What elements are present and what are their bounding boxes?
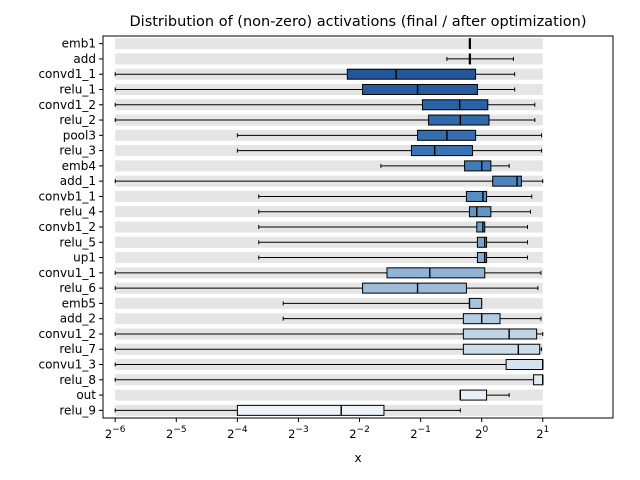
iqr-box-convu1_1 bbox=[386, 267, 486, 279]
box-relu_1 bbox=[114, 83, 516, 95]
iqr-box-add_1 bbox=[492, 175, 522, 187]
xtick-label--5: 2−5 bbox=[166, 425, 187, 441]
iqr-box-relu_1 bbox=[362, 83, 478, 95]
box-out bbox=[459, 389, 510, 401]
box-emb5 bbox=[282, 297, 483, 309]
iqr-box-relu_7 bbox=[462, 343, 541, 355]
box-add_2 bbox=[282, 313, 542, 325]
box-relu_8 bbox=[114, 374, 544, 386]
iqr-box-convd1_1 bbox=[346, 68, 477, 80]
box-convu1_1 bbox=[114, 267, 542, 279]
box-relu_6 bbox=[114, 282, 539, 294]
plot-frame bbox=[102, 35, 614, 419]
x-axis-ticks: 2−6 2−5 2−4 2−3 2−2 2−1 20 21 bbox=[105, 418, 549, 441]
box-add_1 bbox=[114, 175, 544, 187]
xtick-label--2: 2−2 bbox=[349, 425, 370, 441]
iqr-box-relu_2 bbox=[428, 114, 490, 126]
box-relu_7 bbox=[114, 343, 543, 355]
iqr-box-emb5 bbox=[468, 297, 483, 309]
iqr-box-relu_8 bbox=[533, 374, 544, 386]
ylabel-emb4: emb4 bbox=[62, 159, 96, 173]
ylabel-convu1_2: convu1_2 bbox=[38, 327, 96, 341]
iqr-box-out bbox=[459, 389, 488, 401]
box-add bbox=[446, 53, 514, 65]
xtick-label--6: 2−6 bbox=[105, 425, 126, 441]
box-relu_4 bbox=[258, 206, 532, 218]
box-relu_2 bbox=[114, 114, 536, 126]
xtick-label--3: 2−3 bbox=[288, 425, 309, 441]
iqr-box-up1 bbox=[476, 252, 488, 264]
box-convb1_2 bbox=[258, 221, 528, 233]
iqr-box-emb4 bbox=[464, 160, 492, 172]
x-axis-label: x bbox=[354, 451, 361, 465]
box-relu_3 bbox=[236, 145, 543, 157]
xtick-label-0: 20 bbox=[475, 425, 488, 441]
ylabel-pool3: pool3 bbox=[63, 128, 96, 142]
box-convd1_2 bbox=[114, 99, 536, 111]
box-relu_5 bbox=[258, 236, 528, 248]
iqr-box-convb1_2 bbox=[476, 221, 486, 233]
chart-title: Distribution of (non-zero) activations (… bbox=[130, 14, 587, 30]
ylabel-relu_1: relu_1 bbox=[59, 82, 96, 96]
iqr-box-convu1_3 bbox=[505, 359, 544, 371]
ylabel-emb5: emb5 bbox=[62, 296, 96, 310]
iqr-box-relu_3 bbox=[410, 145, 474, 157]
ylabel-relu_7: relu_7 bbox=[59, 342, 96, 356]
iqr-box-relu_9 bbox=[236, 404, 385, 416]
iqr-box-convu1_2 bbox=[462, 328, 538, 340]
ylabel-emb1: emb1 bbox=[62, 37, 96, 51]
box-pool3 bbox=[236, 129, 543, 141]
xtick-label-1: 21 bbox=[536, 425, 549, 441]
row-band-out bbox=[115, 389, 543, 401]
iqr-box-convb1_1 bbox=[465, 190, 488, 202]
box-convu1_2 bbox=[114, 328, 544, 340]
box-series bbox=[114, 38, 544, 416]
ylabel-convd1_2: convd1_2 bbox=[38, 98, 96, 112]
row-band-emb1 bbox=[115, 38, 543, 50]
ylabel-convb1_2: convb1_2 bbox=[38, 220, 96, 234]
box-relu_9 bbox=[114, 404, 461, 416]
iqr-box-relu_4 bbox=[468, 206, 492, 218]
ylabel-up1: up1 bbox=[73, 251, 96, 265]
ylabel-convu1_3: convu1_3 bbox=[38, 358, 96, 372]
ylabel-convu1_1: convu1_1 bbox=[38, 266, 96, 280]
xtick-label--1: 2−1 bbox=[410, 425, 431, 441]
ylabel-convb1_1: convb1_1 bbox=[38, 189, 96, 203]
ylabel-add_1: add_1 bbox=[60, 174, 96, 188]
box-convd1_1 bbox=[114, 68, 516, 80]
row-band-add bbox=[115, 53, 543, 65]
ylabel-convd1_1: convd1_1 bbox=[38, 67, 96, 81]
iqr-box-convd1_2 bbox=[421, 99, 489, 111]
box-convb1_1 bbox=[258, 190, 533, 202]
iqr-box-relu_5 bbox=[476, 236, 488, 248]
ylabel-relu_2: relu_2 bbox=[59, 113, 96, 127]
ylabel-out: out bbox=[76, 388, 96, 402]
ylabel-relu_9: relu_9 bbox=[59, 403, 96, 417]
box-up1 bbox=[258, 252, 528, 264]
ylabel-relu_4: relu_4 bbox=[59, 205, 96, 219]
ylabel-relu_3: relu_3 bbox=[59, 144, 96, 158]
iqr-box-relu_6 bbox=[362, 282, 467, 294]
box-convu1_3 bbox=[114, 359, 544, 371]
ylabel-relu_6: relu_6 bbox=[59, 281, 96, 295]
ylabel-relu_8: relu_8 bbox=[59, 373, 96, 387]
xtick-label--4: 2−4 bbox=[227, 425, 248, 441]
ylabel-add_2: add_2 bbox=[60, 312, 96, 326]
ylabel-add: add bbox=[73, 52, 96, 66]
ylabel-relu_5: relu_5 bbox=[59, 235, 96, 249]
box-emb4 bbox=[380, 160, 510, 172]
row-band-emb4 bbox=[115, 160, 543, 172]
box-emb1 bbox=[468, 38, 471, 50]
